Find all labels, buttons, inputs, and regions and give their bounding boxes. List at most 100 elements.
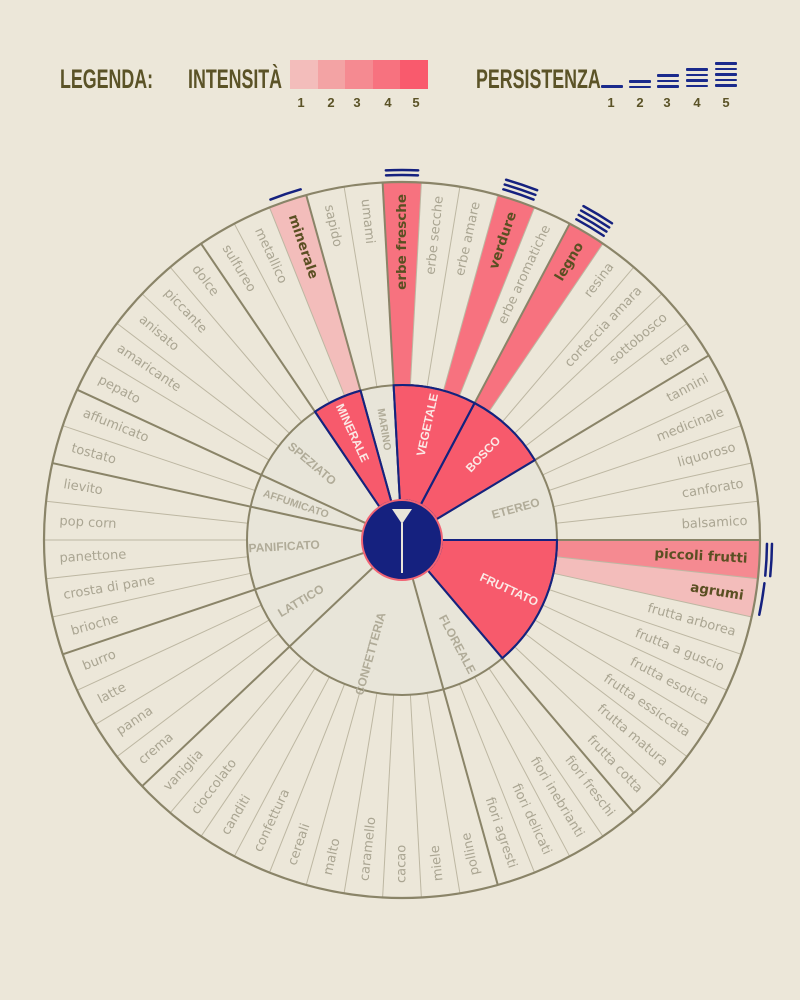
item-divider <box>501 266 635 423</box>
category-divider <box>76 388 367 525</box>
item-divider <box>94 355 270 461</box>
item-divider <box>458 683 535 873</box>
item-divider <box>94 619 270 725</box>
item-divider <box>542 389 728 476</box>
item-divider <box>233 676 330 857</box>
item-divider <box>409 182 422 386</box>
intensity-swatch-3 <box>345 60 373 89</box>
category-divider <box>62 551 365 656</box>
persistence-mark <box>503 183 537 197</box>
item-divider <box>76 604 262 691</box>
persistence-mark <box>502 188 535 201</box>
item-divider <box>488 668 604 837</box>
item-divider <box>269 683 346 873</box>
persistence-level-4: 4 <box>693 95 701 110</box>
intensity-swatch-2 <box>317 60 346 89</box>
persistence-level-1: 1 <box>607 95 615 110</box>
intensity-bar-verdure <box>443 195 535 397</box>
intensity-bar-erbe-fresche <box>382 181 422 386</box>
item-divider <box>169 266 303 423</box>
item-divider <box>556 556 758 580</box>
item-divider <box>382 694 395 898</box>
item-divider <box>556 500 758 524</box>
item-divider <box>548 425 742 491</box>
intensity-bar-piccoli-frutti <box>556 540 760 579</box>
aroma-label: miele <box>428 844 447 881</box>
item-divider <box>141 293 290 434</box>
intensity-bar-legno <box>474 223 603 412</box>
item-divider <box>534 619 710 725</box>
item-divider <box>525 633 688 758</box>
item-divider <box>553 462 752 508</box>
item-divider <box>426 692 461 894</box>
item-divider <box>458 207 535 397</box>
outer-ring-border <box>42 180 762 900</box>
item-divider <box>514 646 663 787</box>
persistence-mark <box>764 542 769 577</box>
persistence-icon-2 <box>629 77 651 88</box>
aroma-label: balsamico <box>681 514 748 533</box>
persistence-label: PERSISTENZA <box>476 64 601 94</box>
item-divider <box>542 604 728 691</box>
category-divider <box>52 462 364 533</box>
aroma-label: pop corn <box>59 514 117 532</box>
intensity-label: INTENSITÀ <box>188 64 283 94</box>
persistence-icon-5 <box>715 59 737 87</box>
intensity-bar-agrumi <box>553 556 758 617</box>
item-divider <box>233 223 330 404</box>
aroma-label: cacao <box>395 845 410 883</box>
aroma-label: caramello <box>357 816 379 882</box>
intensity-swatch-4 <box>372 60 401 89</box>
aroma-label: umami <box>357 198 377 245</box>
item-divider <box>62 425 256 491</box>
item-divider <box>116 322 279 447</box>
intensity-level-3: 3 <box>353 95 361 110</box>
persistence-mark <box>504 178 539 192</box>
persistence-mark <box>768 542 774 578</box>
item-divider <box>442 194 499 391</box>
item-divider <box>305 689 362 886</box>
item-divider <box>46 500 248 524</box>
item-divider <box>116 633 279 758</box>
persistence-level-2: 2 <box>636 95 644 110</box>
persistence-icon-3 <box>657 71 679 88</box>
intensity-swatch-5 <box>400 60 428 89</box>
aroma-label: lievito <box>62 477 104 498</box>
item-divider <box>488 243 604 412</box>
item-divider <box>553 572 752 618</box>
item-divider <box>46 556 248 580</box>
persistence-mark <box>577 213 608 233</box>
intensity-level-4: 4 <box>384 95 392 110</box>
persistence-icon-1 <box>601 82 623 88</box>
item-divider <box>474 676 571 857</box>
intensity-bar-minerale <box>269 195 361 397</box>
category-divider <box>141 566 374 787</box>
intensity-swatch-1 <box>290 60 318 89</box>
category-label-panificato: PANIFICATO <box>248 537 320 555</box>
persistence-icon-4 <box>686 65 708 87</box>
item-divider <box>426 186 461 388</box>
persistence-mark <box>758 582 766 616</box>
item-divider <box>169 657 303 814</box>
glass-bowl <box>392 509 412 524</box>
aroma-label: panettone <box>59 547 127 566</box>
item-divider <box>343 692 378 894</box>
item-divider <box>343 186 378 388</box>
persistence-level-3: 3 <box>663 95 671 110</box>
item-divider <box>52 572 251 618</box>
intensity-scale <box>290 60 428 89</box>
persistence-mark <box>269 188 302 201</box>
category-divider <box>411 578 499 886</box>
aroma-label: erbe fresche <box>394 194 410 290</box>
item-divider <box>525 322 688 447</box>
intensity-level-1: 1 <box>297 95 305 110</box>
item-divider <box>269 207 346 397</box>
legend-title: LEGENDA: <box>60 64 154 94</box>
intensity-level-2: 2 <box>327 95 335 110</box>
intensity-level-5: 5 <box>412 95 420 110</box>
cocktail-glass-icon <box>392 509 412 573</box>
persistence-mark <box>579 209 611 229</box>
item-divider <box>514 293 663 434</box>
item-divider <box>548 589 742 655</box>
